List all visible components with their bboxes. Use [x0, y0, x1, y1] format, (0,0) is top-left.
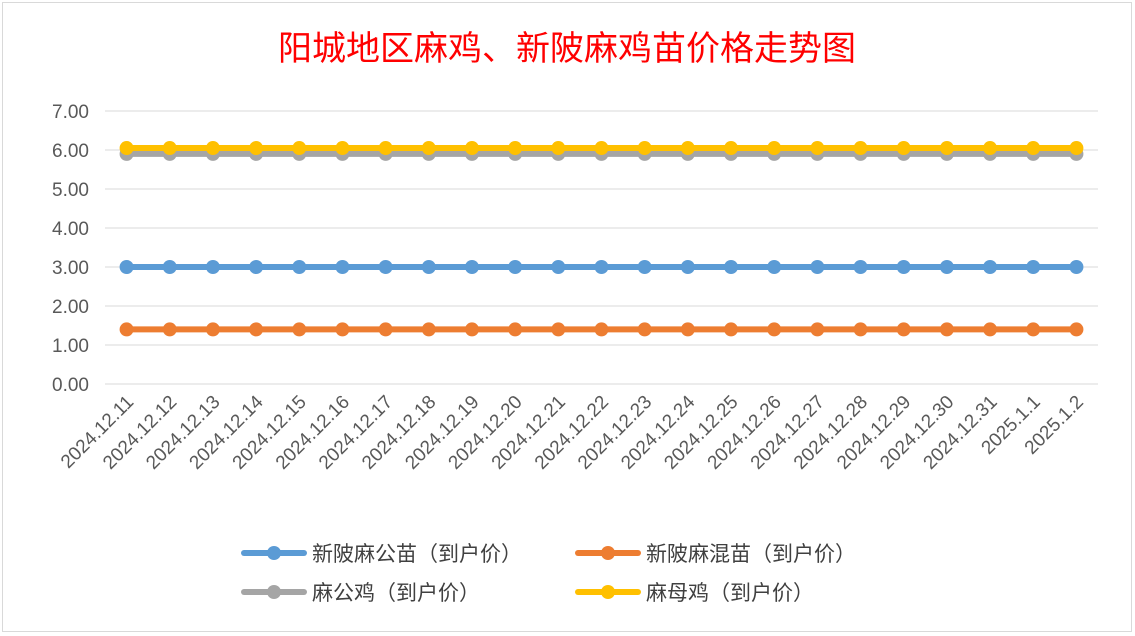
data-point: [637, 322, 652, 337]
data-point: [421, 260, 436, 274]
data-point: [292, 260, 307, 274]
y-tick-label: 6.00: [52, 141, 89, 162]
data-point: [205, 260, 220, 274]
data-point: [594, 322, 609, 337]
legend-item: 麻公鸡（到户价）: [241, 581, 480, 605]
data-point: [1026, 141, 1041, 156]
data-point: [551, 141, 566, 156]
data-point: [1069, 141, 1084, 156]
data-point: [810, 260, 825, 274]
data-point: [162, 141, 177, 156]
data-point: [162, 322, 177, 337]
data-point: [724, 260, 739, 274]
legend-item: 新陂麻混苗（到户价）: [575, 542, 856, 566]
data-point: [119, 141, 134, 156]
data-point: [896, 322, 911, 337]
data-point: [983, 322, 998, 337]
data-point: [292, 322, 307, 337]
data-point: [421, 141, 436, 156]
data-point: [853, 260, 868, 274]
data-point: [464, 260, 479, 274]
legend-label: 新陂麻公苗（到户价）: [312, 542, 522, 566]
data-point: [767, 322, 782, 337]
data-point: [464, 141, 479, 156]
y-tick-label: 2.00: [52, 297, 89, 318]
data-point: [810, 322, 825, 337]
data-point: [378, 260, 393, 274]
data-point: [853, 322, 868, 337]
data-point: [162, 260, 177, 274]
series-2: [119, 322, 1084, 337]
data-point: [421, 322, 436, 337]
data-point: [464, 322, 479, 337]
series-group: [119, 141, 1084, 337]
data-point: [680, 260, 695, 274]
data-point: [1069, 322, 1084, 337]
y-tick-label: 0.00: [52, 375, 89, 396]
series-4: [119, 141, 1084, 156]
data-point: [1026, 322, 1041, 337]
data-point: [119, 322, 134, 337]
data-point: [205, 322, 220, 337]
data-point: [335, 260, 350, 274]
data-point: [983, 260, 998, 274]
data-point: [378, 141, 393, 156]
data-point: [637, 260, 652, 274]
data-point: [551, 260, 566, 274]
y-tick-label: 5.00: [52, 180, 89, 201]
y-tick-label: 7.00: [52, 102, 89, 123]
data-point: [810, 141, 825, 156]
data-point: [508, 260, 523, 274]
chart-title: 阳城地区麻鸡、新陂麻鸡苗价格走势图: [278, 29, 856, 69]
data-point: [249, 260, 264, 274]
legend-label: 麻母鸡（到户价）: [646, 581, 814, 605]
legend-label: 麻公鸡（到户价）: [312, 581, 480, 605]
y-tick-label: 1.00: [52, 336, 89, 357]
data-point: [292, 141, 307, 156]
data-point: [335, 141, 350, 156]
legend-item: 麻母鸡（到户价）: [575, 581, 814, 605]
data-point: [939, 322, 954, 337]
y-tick-label: 4.00: [52, 219, 89, 240]
series-1: [119, 260, 1084, 274]
data-point: [249, 141, 264, 156]
data-point: [853, 141, 868, 156]
data-point: [378, 322, 393, 337]
data-point: [205, 141, 220, 156]
data-point: [939, 141, 954, 156]
data-point: [896, 260, 911, 274]
data-point: [637, 141, 652, 156]
data-point: [767, 260, 782, 274]
legend-swatch-marker: [267, 585, 281, 599]
data-point: [335, 322, 350, 337]
legend-swatch-marker: [601, 546, 615, 560]
data-point: [551, 322, 566, 337]
data-point: [896, 141, 911, 156]
y-tick-label: 3.00: [52, 258, 89, 279]
data-point: [594, 141, 609, 156]
x-axis-labels: 2024.12.112024.12.122024.12.132024.12.14…: [57, 391, 1088, 473]
legend: 新陂麻公苗（到户价） 新陂麻混苗（到户价） 麻公鸡（到户价） 麻母鸡（到户价）: [241, 542, 856, 605]
data-point: [724, 141, 739, 156]
legend-label: 新陂麻混苗（到户价）: [646, 542, 856, 566]
data-point: [249, 322, 264, 337]
data-point: [594, 260, 609, 274]
y-axis-labels: 0.00 1.00 2.00 3.00 4.00 5.00 6.00 7.00: [52, 102, 89, 396]
data-point: [1026, 260, 1041, 274]
data-point: [1069, 260, 1084, 274]
legend-swatch-marker: [267, 546, 281, 560]
data-point: [939, 260, 954, 274]
data-point: [508, 322, 523, 337]
data-point: [508, 141, 523, 156]
legend-swatch-marker: [601, 585, 615, 599]
data-point: [767, 141, 782, 156]
data-point: [680, 322, 695, 337]
legend-item: 新陂麻公苗（到户价）: [241, 542, 522, 566]
data-point: [680, 141, 695, 156]
data-point: [119, 260, 134, 274]
data-point: [724, 322, 739, 337]
data-point: [983, 141, 998, 156]
